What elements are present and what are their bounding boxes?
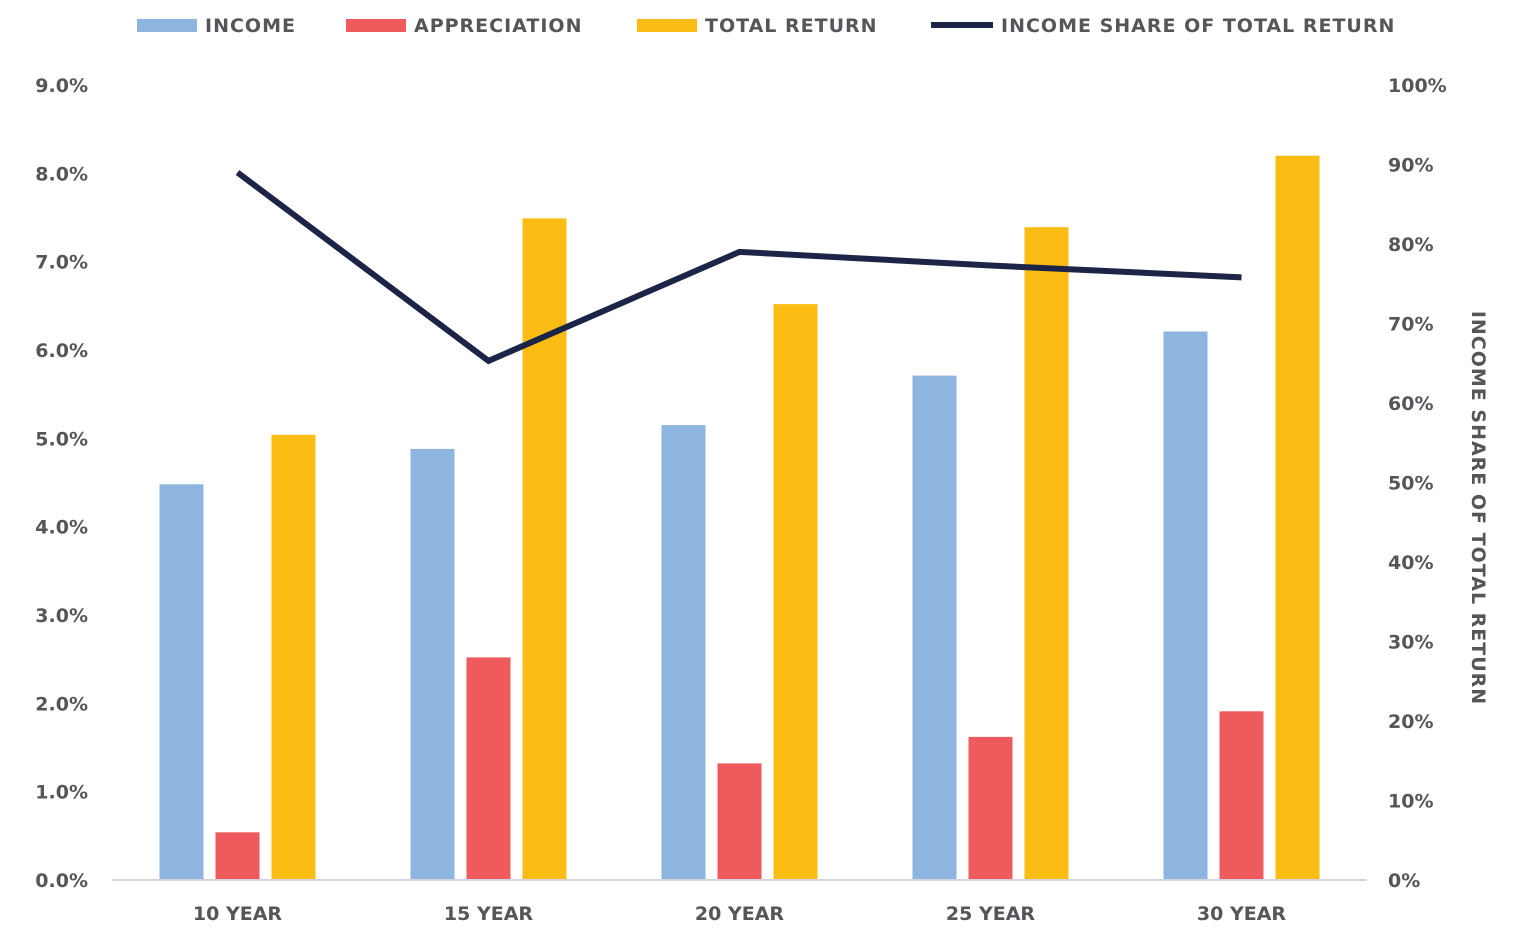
bar-appreciation-10-year [215,832,260,880]
right-axis-tick-label: 10% [1388,791,1433,813]
left-axis-tick-label: 7.0% [35,252,88,274]
bar-total-return-15-year [522,218,567,880]
bar-total-return-20-year [773,304,818,881]
legend-swatch-total-return [637,19,697,32]
left-axis-tick-label: 1.0% [35,782,88,804]
x-axis-tick-label: 30 YEAR [1197,903,1286,925]
x-axis-tick-label: 10 YEAR [193,903,282,925]
left-axis-tick-label: 3.0% [35,605,88,627]
line-income-share-of-total-return [235,170,1242,365]
right-axis-tick-label: 70% [1388,314,1433,336]
bar-appreciation-15-year [466,657,511,880]
left-axis-tick-label: 5.0% [35,428,88,450]
left-axis-tick-label: 6.0% [35,340,88,362]
x-axis-tick-label: 15 YEAR [444,903,533,925]
left-axis-tick-label: 2.0% [35,693,88,715]
right-axis-tick-label: 60% [1388,393,1433,415]
legend-label-income-share: INCOME SHARE OF TOTAL RETURN [1001,15,1395,37]
bar-total-return-30-year [1275,155,1320,880]
legend-swatch-income [137,19,197,32]
legend: INCOME APPRECIATION TOTAL RETURN INCOME … [137,15,1395,37]
legend-label-total-return: TOTAL RETURN [705,15,878,37]
bar-income-10-year [159,484,204,880]
left-axis-tick-label: 8.0% [35,163,88,185]
bar-income-20-year [661,425,706,880]
bar-income-25-year [912,375,957,880]
right-axis-tick-label: 90% [1388,155,1433,177]
right-axis-tick-label: 20% [1388,711,1433,733]
legend-label-appreciation: APPRECIATION [414,15,583,37]
left-axis-tick-label: 4.0% [35,517,88,539]
right-axis-tick-label: 80% [1388,234,1433,256]
right-axis-tick-label: 40% [1388,552,1433,574]
left-axis-tick-label: 9.0% [35,75,88,97]
bars [159,155,1320,881]
right-axis-title: INCOME SHARE OF TOTAL RETURN [1467,311,1489,705]
left-axis-ticks: 0.0% 1.0% 2.0% 3.0% 4.0% 5.0% 6.0% 7.0% 8.0% 9.0% [35,75,88,892]
x-axis-tick-label: 25 YEAR [946,903,1035,925]
bar-income-30-year [1163,331,1208,880]
legend-swatch-appreciation [346,19,406,32]
bar-total-return-10-year [271,434,316,880]
left-axis-tick-label: 0.0% [35,870,88,892]
right-axis-tick-label: 50% [1388,473,1433,495]
bar-total-return-25-year [1024,227,1069,880]
x-axis-tick-label: 20 YEAR [695,903,784,925]
right-axis-tick-label: 100% [1388,75,1447,97]
bar-income-15-year [410,448,455,880]
legend-label-income: INCOME [205,15,296,37]
bar-appreciation-20-year [717,763,762,880]
bar-appreciation-30-year [1219,711,1264,880]
right-axis-ticks: 0% 10% 20% 30% 40% 50% 60% 70% 80% 90% 100% [1388,75,1447,892]
x-axis-ticks: 10 YEAR 15 YEAR 20 YEAR 25 YEAR 30 YEAR [193,903,1286,925]
right-axis-tick-label: 30% [1388,632,1433,654]
income-share-line-layer [235,170,1242,365]
bar-appreciation-25-year [968,736,1013,880]
right-axis-tick-label: 0% [1388,870,1420,892]
